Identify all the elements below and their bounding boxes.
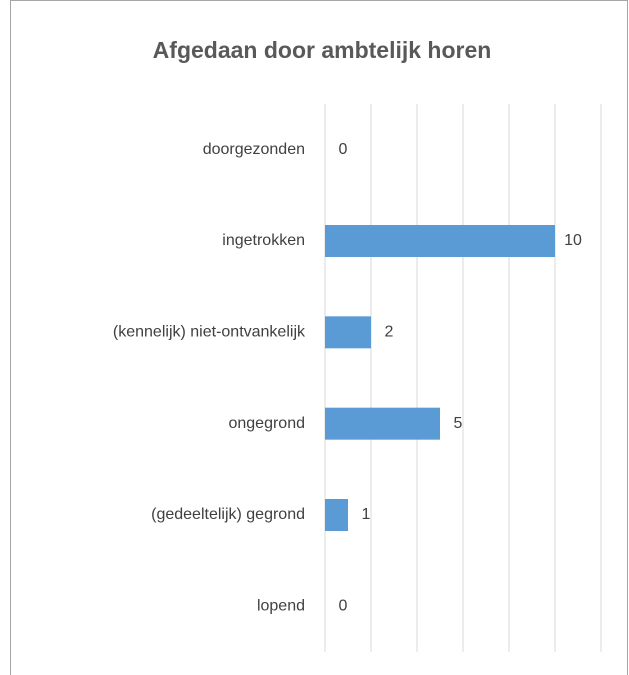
chart-border [10,0,628,675]
data-label: 10 [564,232,582,249]
y-tick-label: ingetrokken [222,232,305,249]
bar [325,316,371,349]
data-label: 0 [339,141,348,158]
data-label: 0 [339,598,348,615]
bar [325,225,555,257]
y-tick-label: doorgezonden [203,141,305,158]
y-tick-label: lopend [257,598,305,615]
bar [325,499,348,531]
chart-title: Afgedaan door ambtelijk horen [153,37,492,63]
y-tick-label: ongegrond [228,415,305,432]
data-label: 5 [454,415,463,432]
y-tick-label: (kennelijk) niet-ontvankelijk [113,324,306,341]
bar [325,407,440,440]
data-label: 2 [385,324,394,341]
y-tick-label: (gedeeltelijk) gegrond [151,506,305,523]
data-label: 1 [362,506,371,523]
